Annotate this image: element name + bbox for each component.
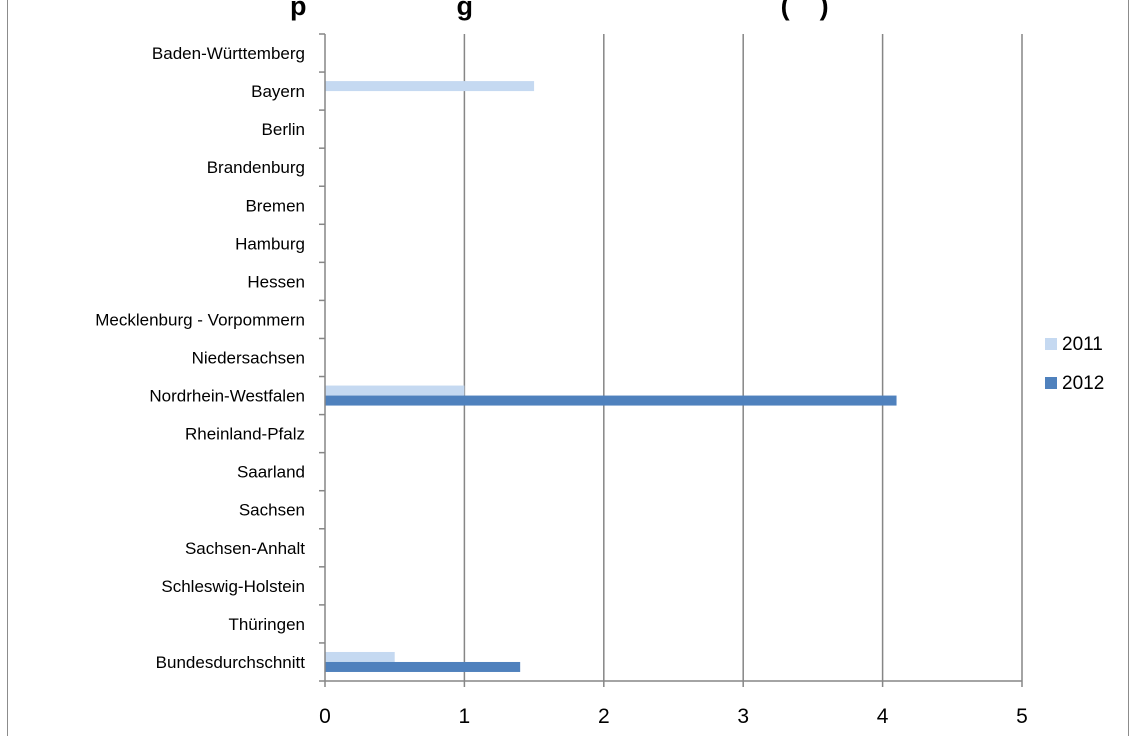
- bar-2011: [325, 385, 465, 396]
- chart-title-fragment: p g ( ): [290, 0, 829, 21]
- category-label: Bayern: [251, 82, 305, 101]
- category-label: Brandenburg: [207, 158, 305, 177]
- x-tick-label: 1: [459, 705, 471, 728]
- legend-swatch-2012: [1045, 377, 1057, 389]
- x-tick-label: 0: [319, 705, 331, 728]
- x-tick-label: 3: [737, 705, 749, 728]
- chart-title-fragment-text: p g ( ): [290, 0, 829, 21]
- x-tick-label: 2: [598, 705, 610, 728]
- bar-2011: [325, 81, 535, 92]
- category-label: Sachsen: [239, 501, 305, 520]
- category-label: Schleswig-Holstein: [161, 577, 305, 596]
- category-label: Hamburg: [235, 234, 305, 253]
- bars: [325, 81, 897, 672]
- category-labels: Baden-Württemberg Bayern Berlin Brandenburg…: [95, 44, 305, 672]
- category-label: Rheinland-Pfalz: [185, 425, 305, 444]
- category-label: Berlin: [262, 120, 305, 139]
- x-tick-labels: 0 1 2 3 4 5: [319, 705, 1028, 728]
- legend-swatch-2011: [1045, 338, 1057, 350]
- gridlines: [463, 34, 1023, 681]
- category-label: Sachsen-Anhalt: [185, 539, 305, 558]
- legend-label: 2011: [1062, 334, 1103, 355]
- legend-label: 2012: [1062, 373, 1104, 394]
- category-label: Baden-Württemberg: [152, 44, 305, 63]
- bar-2012: [325, 395, 897, 406]
- category-label: Mecklenburg - Vorpommern: [95, 310, 305, 329]
- category-label: Nordrhein-Westfalen: [149, 387, 305, 406]
- bar-2011: [325, 651, 395, 662]
- category-label: Bundesdurchschnitt: [156, 653, 306, 672]
- category-label: Saarland: [237, 463, 305, 482]
- x-tick-label: 4: [877, 705, 889, 728]
- category-label: Bremen: [245, 196, 305, 215]
- category-label: Thüringen: [228, 615, 305, 634]
- category-label: Niedersachsen: [192, 349, 305, 368]
- x-tick-label: 5: [1016, 705, 1028, 728]
- category-label: Hessen: [247, 272, 305, 291]
- chart-frame: [7, 0, 1129, 736]
- axes: [319, 33, 1023, 687]
- legend: 2011 2012: [1045, 334, 1104, 394]
- bar-2012: [325, 661, 521, 672]
